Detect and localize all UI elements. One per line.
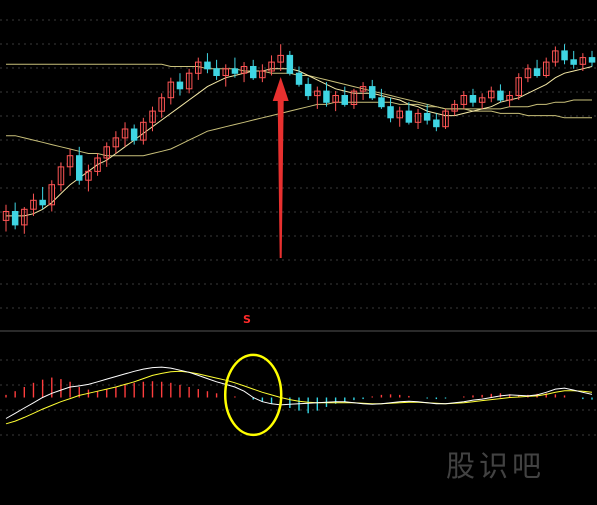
highlight-circle <box>223 353 283 437</box>
sell-signal-label: S <box>243 313 251 326</box>
candle-body <box>451 103 458 112</box>
candle-body <box>515 77 522 96</box>
candle-body <box>497 90 504 101</box>
candle-body <box>323 90 330 103</box>
macd-dif-line <box>5 366 593 419</box>
candle-body <box>469 95 477 103</box>
candle-body <box>277 54 284 63</box>
candle-body <box>222 68 229 77</box>
candle-body <box>85 170 92 181</box>
candle-body <box>378 97 385 108</box>
candle-body <box>396 110 403 119</box>
candle-body <box>195 61 202 74</box>
candle-body <box>369 86 376 99</box>
candle-body <box>204 61 211 70</box>
up-arrow-icon <box>272 76 289 259</box>
ma-long-line <box>6 99 592 157</box>
candle-body <box>167 81 175 99</box>
candle-body <box>39 199 46 206</box>
candle-body <box>552 50 559 63</box>
candle-body <box>295 72 303 85</box>
candle-body <box>304 83 312 97</box>
candle-body <box>488 90 495 99</box>
candle-body <box>259 70 266 79</box>
candle-body <box>561 50 568 61</box>
candle-body <box>176 81 184 90</box>
candle-body <box>543 61 550 76</box>
candle-body <box>460 95 468 105</box>
candle-body <box>341 95 348 105</box>
candle-body <box>66 155 74 168</box>
candle-body <box>185 72 193 90</box>
candle-body <box>121 128 129 139</box>
candle-body <box>414 112 422 123</box>
candle-body <box>478 97 486 103</box>
candle-body <box>442 110 449 128</box>
candle-body <box>314 90 321 97</box>
candle-body <box>570 59 577 65</box>
candle-body <box>11 211 19 226</box>
candle-body <box>579 57 587 65</box>
ma-short-line <box>6 66 593 217</box>
candle-body <box>112 137 120 148</box>
candle-body <box>533 68 541 77</box>
candle-body <box>149 110 156 123</box>
candle-body <box>359 86 367 92</box>
candle-body <box>94 157 101 172</box>
watermark-text: 股识吧 <box>446 449 546 483</box>
candle-body <box>140 121 147 141</box>
candle-body <box>48 184 55 206</box>
macd-dea-line <box>5 370 593 425</box>
candle-body <box>250 66 257 79</box>
candle-body <box>588 57 596 63</box>
candle-body <box>2 211 10 221</box>
candle-body <box>21 208 28 226</box>
candle-body <box>524 68 532 79</box>
candle-body <box>158 97 165 112</box>
candle-body <box>30 199 37 210</box>
candle-body <box>286 54 294 74</box>
candle-body <box>130 128 138 141</box>
candle-body <box>350 90 358 105</box>
candle-body <box>103 146 110 159</box>
candle-body <box>240 66 248 74</box>
candle-body <box>423 112 431 121</box>
candle-body <box>405 110 413 123</box>
candle-body <box>213 68 220 77</box>
candle-body <box>332 95 339 103</box>
candle-body <box>57 166 65 186</box>
candle-body <box>231 68 239 74</box>
candle-body <box>387 106 394 119</box>
candle-body <box>506 95 513 101</box>
candle-body <box>433 119 440 128</box>
candle-body <box>76 155 83 181</box>
candle-body <box>268 61 275 72</box>
